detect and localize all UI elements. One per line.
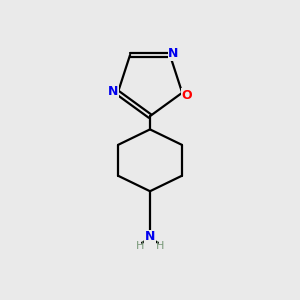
Text: H: H: [136, 241, 144, 251]
Text: N: N: [108, 85, 118, 98]
Text: O: O: [181, 88, 192, 102]
Text: N: N: [168, 47, 178, 60]
Text: H: H: [156, 241, 164, 251]
Text: N: N: [145, 230, 155, 243]
